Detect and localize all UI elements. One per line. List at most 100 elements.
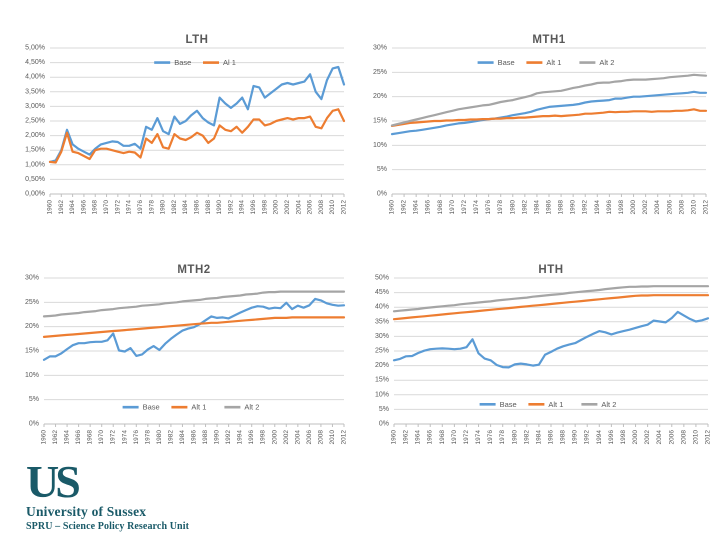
y-tick-label: 0%	[379, 421, 389, 428]
x-tick-label: 1982	[523, 430, 530, 445]
x-tick-label: 1960	[391, 430, 398, 445]
series-line-alt-2	[42, 290, 346, 318]
y-tick-label: 1,50%	[25, 147, 45, 154]
x-tick-label: 1996	[608, 430, 615, 445]
legend-label: Al 1	[223, 58, 236, 67]
x-tick-label: 1964	[64, 430, 71, 445]
x-tick-label: 1988	[558, 200, 565, 215]
x-tick-label: 2002	[644, 430, 651, 445]
y-tick-label: 50%	[375, 275, 389, 282]
y-tick-label: 0%	[29, 421, 39, 428]
y-tick-label: 25%	[373, 69, 387, 76]
x-tick-label: 2002	[284, 200, 291, 215]
x-tick-label: 1990	[570, 200, 577, 215]
y-tick-label: 0,50%	[25, 176, 45, 183]
y-tick-label: 3,50%	[25, 88, 45, 95]
chart-title: LTH	[185, 34, 208, 46]
legend-label: Base	[500, 400, 517, 409]
y-tick-label: 20%	[375, 362, 389, 369]
x-tick-label: 1986	[546, 200, 553, 215]
chart-legend: Base Al 1	[154, 58, 236, 67]
series-line-al-1	[48, 108, 346, 164]
legend-label: Alt 1	[546, 58, 561, 67]
logo-monogram: US	[26, 456, 81, 507]
series-line-alt-1	[390, 108, 708, 128]
x-tick-label: 1986	[548, 430, 555, 445]
chart-legend: Base Alt 1 Alt 2	[122, 403, 259, 412]
x-tick-label: 1962	[403, 430, 410, 445]
x-tick-label: 1982	[521, 200, 528, 215]
legend-label: Alt 2	[599, 58, 614, 67]
legend-label: Alt 2	[601, 400, 616, 409]
x-tick-label: 1970	[449, 200, 456, 215]
x-tick-label: 2012	[705, 430, 712, 445]
x-tick-label: 1980	[156, 430, 163, 445]
y-tick-label: 30%	[373, 45, 387, 52]
x-tick-label: 1996	[248, 430, 255, 445]
x-tick-label: 1986	[191, 430, 198, 445]
x-tick-label: 2000	[271, 430, 278, 445]
y-tick-label: 0,00%	[25, 191, 45, 198]
y-tick-label: 25%	[375, 348, 389, 355]
x-tick-label: 1976	[133, 430, 140, 445]
y-tick-label: 30%	[25, 275, 39, 282]
x-tick-label: 1966	[75, 430, 82, 445]
y-tick-label: 35%	[375, 318, 389, 325]
x-tick-label: 1982	[171, 200, 178, 215]
x-tick-label: 1970	[451, 430, 458, 445]
x-tick-label: 1998	[261, 200, 268, 215]
chart-title: HTH	[538, 264, 563, 276]
x-tick-label: 1998	[620, 430, 627, 445]
logo-department: SPRU – Science Policy Research Unit	[26, 520, 190, 532]
y-tick-label: 5%	[29, 396, 39, 403]
x-tick-label: 1968	[92, 200, 99, 215]
x-tick-label: 1960	[41, 430, 48, 445]
x-tick-label: 1962	[401, 200, 408, 215]
y-tick-label: 2,50%	[25, 118, 45, 125]
x-tick-label: 1976	[485, 200, 492, 215]
x-tick-label: 2012	[703, 200, 710, 215]
chart-title: MTH1	[532, 34, 565, 46]
chart-legend: Base Alt 1 Alt 2	[477, 58, 614, 67]
x-tick-label: 2002	[283, 430, 290, 445]
x-tick-label: 2006	[666, 200, 673, 215]
x-tick-label: 1990	[214, 430, 221, 445]
x-tick-label: 2002	[642, 200, 649, 215]
x-tick-label: 1968	[439, 430, 446, 445]
x-tick-label: 2000	[630, 200, 637, 215]
x-tick-label: 1986	[194, 200, 201, 215]
x-tick-label: 1988	[202, 430, 209, 445]
x-tick-label: 1976	[137, 200, 144, 215]
chart-canvas-hth: HTH 50% 45% 40% 35% 30% 25% 20% 15% 10% 5% 0%1960 19…	[375, 264, 712, 445]
series-line-alt-2	[390, 73, 708, 127]
chart-title: MTH2	[177, 264, 210, 276]
legend-label: Alt 2	[244, 403, 259, 412]
legend-label: Base	[498, 58, 515, 67]
x-tick-label: 1974	[473, 200, 480, 215]
series-line-base	[392, 310, 710, 369]
x-tick-label: 1962	[58, 200, 65, 215]
y-tick-label: 3,00%	[25, 103, 45, 110]
series-line-base	[390, 90, 708, 136]
x-tick-label: 2010	[692, 430, 699, 445]
y-tick-label: 5%	[379, 406, 389, 413]
x-tick-label: 1978	[148, 200, 155, 215]
x-tick-label: 1964	[415, 430, 422, 445]
x-tick-label: 1994	[237, 430, 244, 445]
x-tick-label: 1990	[572, 430, 579, 445]
series-line-alt-1	[42, 316, 346, 339]
x-tick-label: 1972	[461, 200, 468, 215]
x-tick-label: 1960	[47, 200, 54, 215]
y-tick-label: 10%	[373, 142, 387, 149]
x-tick-label: 1980	[511, 430, 518, 445]
y-tick-label: 25%	[25, 299, 39, 306]
x-tick-label: 1992	[227, 200, 234, 215]
x-tick-label: 1992	[225, 430, 232, 445]
x-tick-label: 2006	[306, 430, 313, 445]
x-tick-label: 1972	[110, 430, 117, 445]
x-tick-label: 2008	[317, 430, 324, 445]
x-tick-label: 1976	[487, 430, 494, 445]
chart-canvas-lth: LTH 5,00% 4,50% 4,00% 3,50% 3,00% 2,50% 2,00% 1,…	[25, 34, 348, 215]
x-tick-label: 2012	[341, 200, 348, 215]
